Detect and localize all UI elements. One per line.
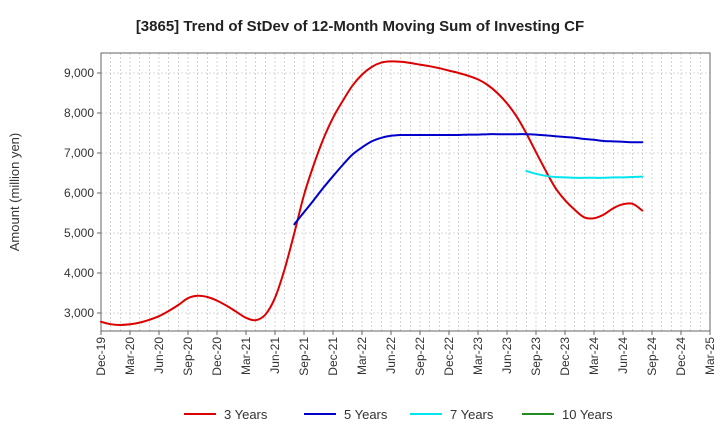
chart-title: [3865] Trend of StDev of 12-Month Moving… bbox=[136, 18, 584, 35]
x-tick-label: Dec-24 bbox=[674, 337, 688, 376]
series-line-7-years bbox=[525, 170, 644, 179]
legend: 3 Years 5 Years 7 Years 10 Years bbox=[184, 407, 613, 422]
y-tick-label: 9,000 bbox=[64, 66, 94, 80]
x-tick-label: Jun-22 bbox=[384, 337, 398, 374]
series-line-3-years bbox=[100, 60, 644, 326]
x-tick-label: Jun-21 bbox=[268, 337, 282, 374]
legend-label-7-years: 7 Years bbox=[450, 407, 494, 422]
y-tick-label: 6,000 bbox=[64, 186, 94, 200]
x-tick-label: Sep-23 bbox=[529, 337, 543, 376]
y-tick-label: 8,000 bbox=[64, 106, 94, 120]
y-axis: 3,000 4,000 5,000 6,000 7,000 8,000 9,000 bbox=[64, 66, 101, 320]
x-tick-label: Sep-24 bbox=[645, 337, 659, 376]
x-axis: Dec-19 Mar-20 Jun-20 Sep-20 Dec-20 Mar-21 Jun-… bbox=[94, 331, 717, 376]
y-tick-label: 4,000 bbox=[64, 266, 94, 280]
x-tick-label: Sep-21 bbox=[297, 337, 311, 376]
y-axis-label: Amount (million yen) bbox=[7, 133, 22, 252]
x-tick-label: Mar-20 bbox=[123, 337, 137, 375]
x-tick-label: Dec-20 bbox=[210, 337, 224, 376]
x-tick-label: Dec-23 bbox=[558, 337, 572, 376]
x-tick-label: Mar-25 bbox=[703, 337, 717, 375]
legend-label-5-years: 5 Years bbox=[344, 407, 388, 422]
x-tick-label: Mar-23 bbox=[471, 337, 485, 375]
grid bbox=[100, 53, 711, 331]
x-tick-label: Jun-23 bbox=[500, 337, 514, 374]
series-line-5-years bbox=[293, 133, 644, 226]
legend-label-3-years: 3 Years bbox=[224, 407, 268, 422]
plot-area-border bbox=[100, 52, 711, 332]
x-tick-label: Dec-19 bbox=[94, 337, 108, 376]
x-tick-label: Dec-21 bbox=[326, 337, 340, 376]
y-tick-label: 3,000 bbox=[64, 306, 94, 320]
x-tick-label: Jun-24 bbox=[616, 337, 630, 374]
x-tick-label: Jun-20 bbox=[152, 337, 166, 374]
x-tick-label: Dec-22 bbox=[442, 337, 456, 376]
x-tick-label: Mar-21 bbox=[239, 337, 253, 375]
x-tick-label: Mar-24 bbox=[587, 337, 601, 375]
y-tick-label: 7,000 bbox=[64, 146, 94, 160]
y-tick-label: 5,000 bbox=[64, 226, 94, 240]
series-group bbox=[100, 60, 644, 326]
x-tick-label: Mar-22 bbox=[355, 337, 369, 375]
x-tick-label: Sep-20 bbox=[181, 337, 195, 376]
x-tick-label: Sep-22 bbox=[413, 337, 427, 376]
legend-label-10-years: 10 Years bbox=[562, 407, 613, 422]
